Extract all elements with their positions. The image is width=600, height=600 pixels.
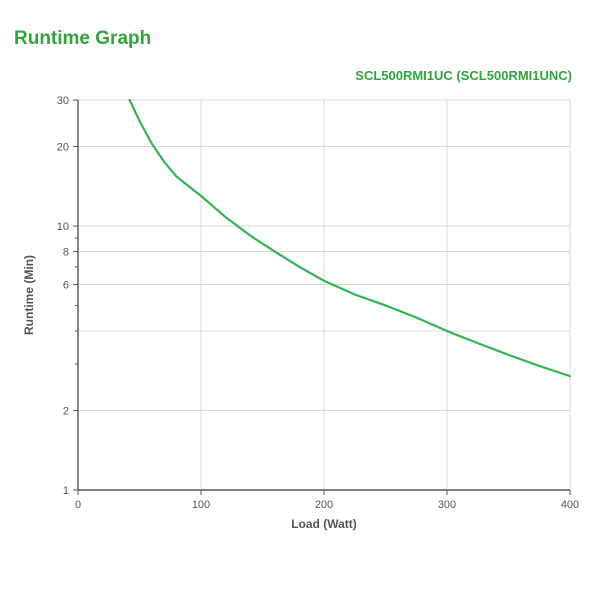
svg-text:2: 2 [63, 406, 69, 418]
svg-text:Runtime (Min): Runtime (Min) [22, 255, 36, 335]
svg-text:300: 300 [438, 499, 456, 511]
svg-text:200: 200 [315, 499, 333, 511]
svg-text:400: 400 [561, 499, 579, 511]
svg-text:0: 0 [75, 499, 81, 511]
svg-text:1: 1 [63, 485, 69, 497]
svg-text:10: 10 [57, 221, 69, 233]
svg-text:30: 30 [57, 95, 69, 107]
svg-text:100: 100 [192, 499, 210, 511]
chart-title: Runtime Graph [14, 28, 151, 50]
svg-text:Load (Watt): Load (Watt) [291, 517, 357, 531]
chart-svg: 0 100 200 300 400 1 2 6 8 10 20 30 Load (Watt) Runtim… [0, 90, 600, 550]
svg-text:20: 20 [57, 141, 69, 153]
chart-subtitle: SCL500RMI1UC (SCL500RMI1UNC) [355, 68, 572, 83]
svg-text:6: 6 [63, 280, 69, 292]
runtime-chart: 0 100 200 300 400 1 2 6 8 10 20 30 Load (Watt) Runtim… [0, 90, 600, 570]
svg-text:8: 8 [63, 247, 69, 259]
